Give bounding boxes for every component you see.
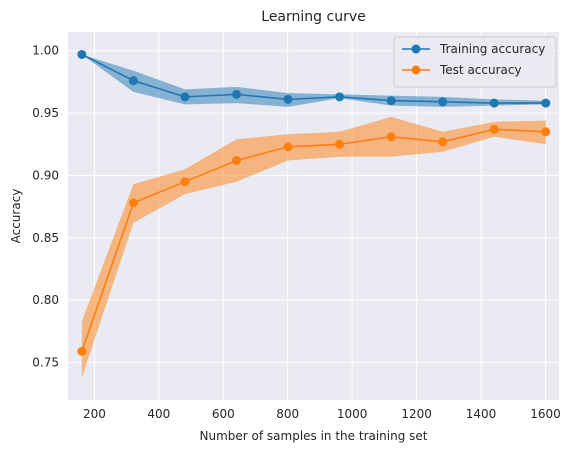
series-lines (81, 53, 546, 352)
legend-label: Training accuracy (439, 42, 545, 56)
data-point (77, 49, 87, 59)
y-tick-label: 1.00 (32, 44, 59, 58)
legend-marker (411, 65, 421, 75)
confidence-bands (81, 54, 546, 378)
confidence-band (81, 54, 546, 107)
x-tick-label: 1200 (401, 407, 432, 421)
y-tick-label: 0.90 (32, 168, 59, 182)
x-tick-label: 400 (147, 407, 170, 421)
x-tick-label: 1400 (466, 407, 497, 421)
data-point (438, 137, 448, 147)
data-point (128, 76, 138, 86)
data-point (77, 346, 87, 356)
legend-box (393, 36, 557, 88)
x-tick-label: 800 (276, 407, 299, 421)
x-axis-label: Number of samples in the training set (200, 429, 428, 443)
data-point (335, 139, 345, 149)
y-tick-label: 0.75 (32, 356, 59, 370)
data-point (231, 155, 241, 165)
data-point (489, 124, 499, 134)
data-point (180, 92, 190, 102)
data-point (180, 177, 190, 187)
series-line (81, 53, 546, 104)
x-tick-label: 1000 (337, 407, 368, 421)
y-tick-label: 0.95 (32, 106, 59, 120)
x-tick-label: 200 (83, 407, 106, 421)
data-point (283, 94, 293, 104)
x-tick-label: 600 (212, 407, 235, 421)
data-point (335, 92, 345, 102)
data-point (283, 142, 293, 152)
series-line (81, 128, 546, 352)
data-point (128, 198, 138, 208)
data-point (489, 98, 499, 108)
x-tick-label: 1600 (530, 407, 561, 421)
data-point (231, 89, 241, 99)
data-point (541, 127, 551, 137)
y-axis-label: Accuracy (9, 189, 23, 244)
chart-title: Learning curve (261, 9, 365, 25)
data-point (386, 96, 396, 106)
data-point (438, 97, 448, 107)
y-tick-label: 0.85 (32, 231, 59, 245)
series-points (77, 49, 551, 356)
x-tick-labels: 200 400 600 800 1000 1200 1400 1600 (83, 407, 561, 421)
confidence-band (81, 116, 546, 378)
legend: Training accuracy Test accuracy (393, 36, 557, 88)
data-point (386, 132, 396, 142)
y-tick-label: 0.80 (32, 293, 59, 307)
y-tick-labels: 0.75 0.80 0.85 0.90 0.95 1.00 (32, 44, 59, 370)
data-point (541, 98, 551, 108)
legend-marker (411, 44, 421, 54)
legend-label: Test accuracy (439, 63, 522, 77)
